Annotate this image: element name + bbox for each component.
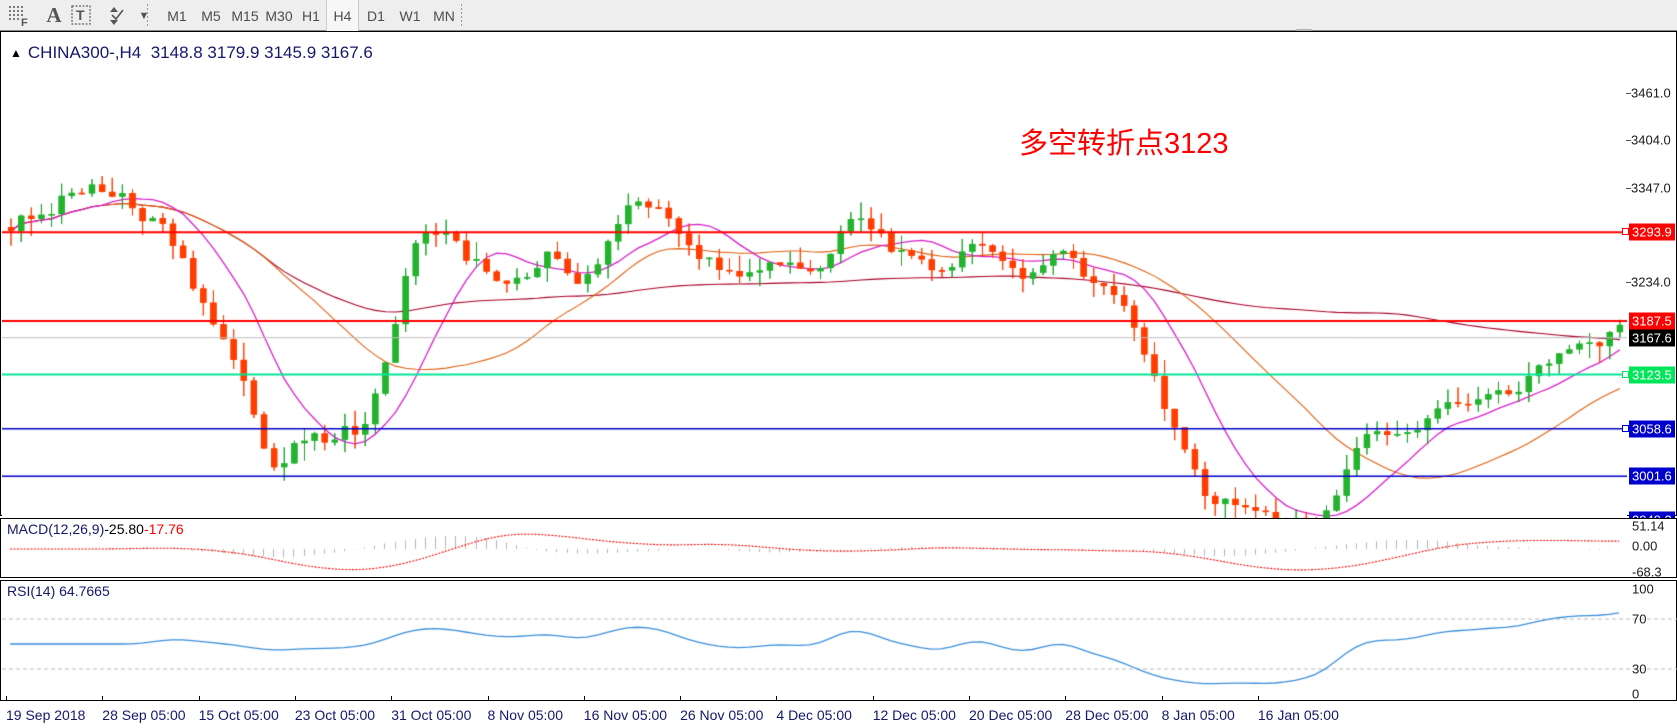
- svg-text:T: T: [76, 7, 85, 23]
- svg-text:F: F: [21, 17, 28, 26]
